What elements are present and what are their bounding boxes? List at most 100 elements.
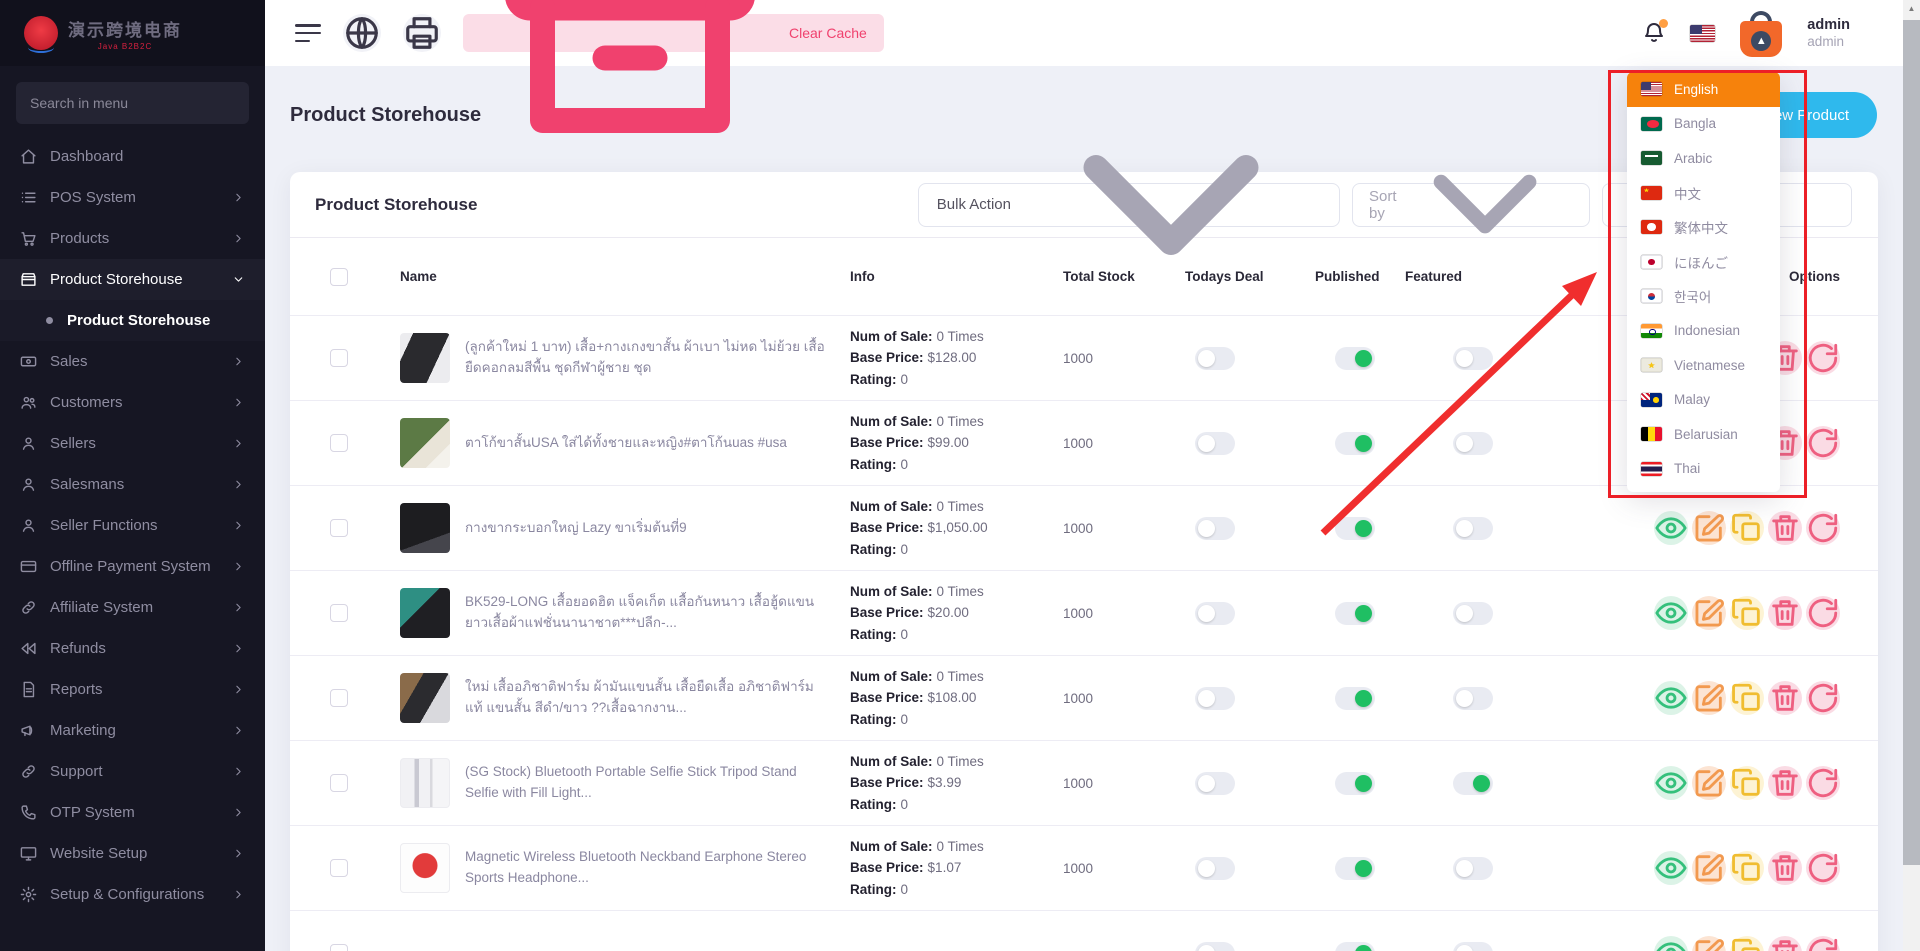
row-checkbox[interactable] [330, 944, 348, 951]
sidebar-item-dashboard[interactable]: Dashboard [0, 136, 265, 177]
sidebar-item-affiliate-system[interactable]: Affiliate System [0, 587, 265, 628]
product-name[interactable]: ตาโก้ขาสั้นUSA ใส่ได้ทั้งชายและหญิง#ตาโก… [465, 434, 787, 450]
sidebar-item-products[interactable]: Products [0, 218, 265, 259]
featured-toggle[interactable] [1453, 941, 1493, 951]
row-checkbox[interactable] [330, 434, 348, 452]
edit-button[interactable] [1692, 511, 1726, 545]
view-button[interactable] [1654, 596, 1688, 630]
edit-button[interactable] [1692, 851, 1726, 885]
bulk-action-button[interactable]: Bulk Action [917, 154, 1340, 255]
row-checkbox[interactable] [330, 859, 348, 877]
delete-button[interactable] [1768, 511, 1802, 545]
language-option-be[interactable]: Belarusian [1627, 417, 1780, 452]
user-avatar[interactable]: ▲ [1739, 10, 1783, 57]
delete-button[interactable] [1768, 766, 1802, 800]
product-name[interactable]: กางขากระบอกใหญ่ Lazy ขาเริ่มต้นที่9 [465, 519, 687, 535]
view-button[interactable] [1654, 851, 1688, 885]
edit-button[interactable] [1692, 936, 1726, 951]
duplicate-button[interactable] [1730, 596, 1764, 630]
published-toggle[interactable] [1335, 516, 1375, 540]
sidebar-item-seller-functions[interactable]: Seller Functions [0, 505, 265, 546]
published-toggle[interactable] [1335, 686, 1375, 710]
sidebar-item-salesmans[interactable]: Salesmans [0, 464, 265, 505]
language-option-in[interactable]: Indonesian [1627, 314, 1780, 349]
sidebar-item-sellers[interactable]: Sellers [0, 423, 265, 464]
language-option-us[interactable]: English [1627, 72, 1780, 107]
language-option-my[interactable]: Malay [1627, 383, 1780, 418]
pos-printer-button[interactable] [403, 14, 441, 52]
menu-search-input[interactable] [16, 82, 249, 124]
featured-toggle[interactable] [1453, 346, 1493, 370]
todays-deal-toggle[interactable] [1195, 601, 1235, 625]
product-name[interactable]: (SG Stock) Bluetooth Portable Selfie Sti… [465, 764, 797, 800]
featured-toggle[interactable] [1453, 856, 1493, 880]
language-option-hk[interactable]: 繁体中文 [1627, 210, 1780, 245]
row-checkbox[interactable] [330, 519, 348, 537]
delete-button[interactable] [1768, 681, 1802, 715]
restock-button[interactable] [1806, 766, 1840, 800]
app-logo[interactable]: 演示跨境电商 Java B2B2C [0, 0, 265, 66]
view-button[interactable] [1654, 681, 1688, 715]
published-toggle[interactable] [1335, 601, 1375, 625]
sidebar-item-setup-configurations[interactable]: Setup & Configurations [0, 874, 265, 915]
edit-button[interactable] [1692, 596, 1726, 630]
todays-deal-toggle[interactable] [1195, 856, 1235, 880]
product-name[interactable]: BK529-LONG เสื้อยอดฮิต แจ็คเก็ต แสื้อกัน… [465, 594, 815, 630]
sidebar-item-offline-payment-system[interactable]: Offline Payment System [0, 546, 265, 587]
sidebar-item-refunds[interactable]: Refunds [0, 628, 265, 669]
restock-button[interactable] [1806, 596, 1840, 630]
published-toggle[interactable] [1335, 856, 1375, 880]
language-option-vi[interactable]: Vietnamese [1627, 348, 1780, 383]
sidebar-item-otp-system[interactable]: OTP System [0, 792, 265, 833]
language-option-th[interactable]: Thai [1627, 452, 1780, 487]
edit-button[interactable] [1692, 766, 1726, 800]
row-checkbox[interactable] [330, 604, 348, 622]
sort-by-select[interactable]: Sort by [1352, 175, 1590, 234]
sidebar-item-website-setup[interactable]: Website Setup [0, 833, 265, 874]
sidebar-subitem-product-storehouse[interactable]: Product Storehouse [0, 300, 265, 341]
restock-button[interactable] [1806, 511, 1840, 545]
sidebar-item-sales[interactable]: Sales [0, 341, 265, 382]
scrollbar-thumb[interactable] [1903, 20, 1920, 865]
view-button[interactable] [1654, 511, 1688, 545]
todays-deal-toggle[interactable] [1195, 686, 1235, 710]
todays-deal-toggle[interactable] [1195, 346, 1235, 370]
restock-button[interactable] [1806, 341, 1840, 375]
view-button[interactable] [1654, 766, 1688, 800]
published-toggle[interactable] [1335, 771, 1375, 795]
website-globe-button[interactable] [343, 14, 381, 52]
delete-button[interactable] [1768, 596, 1802, 630]
todays-deal-toggle[interactable] [1195, 771, 1235, 795]
restock-button[interactable] [1806, 681, 1840, 715]
product-name[interactable]: (ลูกค้าใหม่ 1 บาท) เสื้อ+กางเกงขาสั้น ผ้… [465, 339, 825, 375]
edit-button[interactable] [1692, 681, 1726, 715]
duplicate-button[interactable] [1730, 851, 1764, 885]
product-name[interactable]: ใหม่ เสื้ออภิชาติฟาร์ม ผ้ามันแขนสั้น เสื… [465, 679, 814, 715]
delete-button[interactable] [1768, 936, 1802, 951]
row-checkbox[interactable] [330, 349, 348, 367]
scrollbar-up-arrow[interactable]: ▲ [1907, 4, 1916, 13]
product-name[interactable]: Magnetic Wireless Bluetooth Neckband Ear… [465, 849, 807, 885]
language-option-jp[interactable]: にほんご [1627, 245, 1780, 280]
featured-toggle[interactable] [1453, 686, 1493, 710]
hamburger-menu-icon[interactable] [295, 24, 321, 42]
todays-deal-toggle[interactable] [1195, 431, 1235, 455]
duplicate-button[interactable] [1730, 681, 1764, 715]
published-toggle[interactable] [1335, 941, 1375, 951]
featured-toggle[interactable] [1453, 431, 1493, 455]
featured-toggle[interactable] [1453, 516, 1493, 540]
sidebar-item-marketing[interactable]: Marketing [0, 710, 265, 751]
row-checkbox[interactable] [330, 774, 348, 792]
language-option-bd[interactable]: Bangla [1627, 107, 1780, 142]
language-option-cn[interactable]: 中文 [1627, 176, 1780, 211]
duplicate-button[interactable] [1730, 936, 1764, 951]
language-selector[interactable] [1690, 24, 1716, 42]
delete-button[interactable] [1768, 851, 1802, 885]
featured-toggle[interactable] [1453, 601, 1493, 625]
clear-cache-button[interactable]: Clear Cache [463, 0, 884, 133]
published-toggle[interactable] [1335, 346, 1375, 370]
featured-toggle[interactable] [1453, 771, 1493, 795]
sidebar-item-pos-system[interactable]: POS System [0, 177, 265, 218]
notifications-button[interactable] [1642, 19, 1669, 45]
view-button[interactable] [1654, 936, 1688, 951]
